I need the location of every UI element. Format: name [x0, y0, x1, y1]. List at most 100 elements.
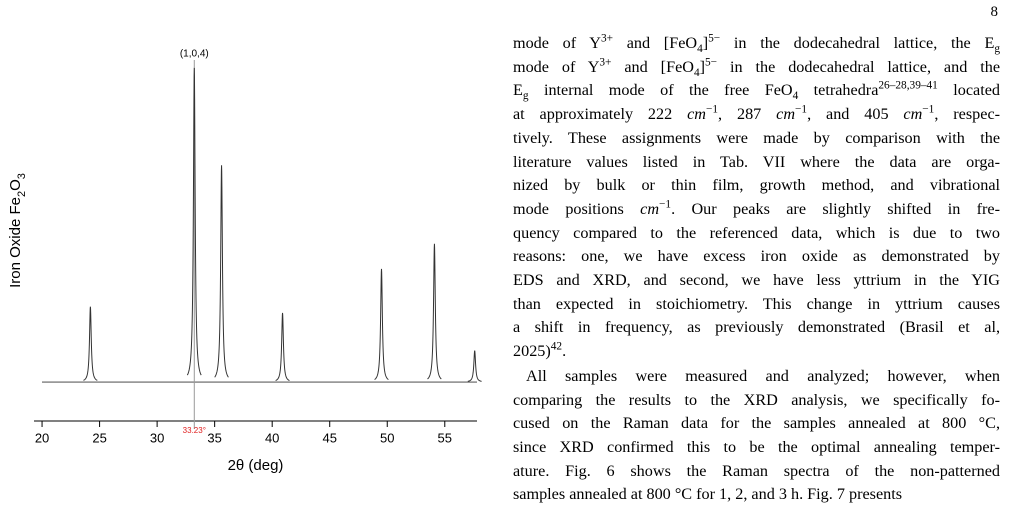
- text-line: mode of Y3+ and [FeO4]5− in the dodecahe…: [513, 56, 1000, 80]
- y-axis-label-part: 3: [16, 173, 28, 179]
- text-run: . Our peaks are slightly shifted in fre-: [671, 199, 1000, 218]
- body-text: mode of Y3+ and [FeO4]5− in the dodecahe…: [513, 32, 1000, 507]
- text-run: reasons: one, we have excess iron oxide …: [513, 247, 1000, 266]
- text-run: ature. Fig. 6 shows the Raman spectra of…: [513, 461, 1000, 480]
- text-run: cm: [903, 105, 923, 124]
- marker-label: 33.23°: [183, 426, 206, 435]
- text-run: 26–28,39–41: [878, 80, 938, 93]
- text-line: a shift in frequency, as previously demo…: [513, 316, 1000, 340]
- paragraph: All samples were measured and analyzed; …: [513, 365, 1000, 507]
- text-run: and [FeO: [611, 57, 694, 76]
- text-run: g: [522, 90, 529, 103]
- y-axis-label-part: 2: [16, 191, 28, 197]
- text-line: quency compared to the referenced data, …: [513, 222, 1000, 246]
- text-run: , 287: [718, 105, 777, 124]
- text-run: since XRD confirmed this to be the optim…: [513, 437, 1000, 456]
- text-run: −1: [705, 103, 719, 116]
- peak-annotation: (1,0,4): [180, 49, 209, 60]
- text-line: reasons: one, we have excess iron oxide …: [513, 245, 1000, 269]
- text-run: 2025): [513, 342, 551, 361]
- text-line: than expected in stoichiometry. This cha…: [513, 293, 1000, 317]
- text-run: 4: [697, 43, 703, 56]
- peak: [275, 312, 290, 381]
- text-line: nized by bulk or thin film, growth metho…: [513, 174, 1000, 198]
- text-line: All samples were measured and analyzed; …: [513, 365, 1000, 389]
- text-run: mode of Y: [513, 34, 601, 52]
- x-tick-label: 40: [265, 430, 279, 445]
- peak: [214, 165, 229, 378]
- text-run: a shift in frequency, as previously demo…: [513, 318, 1000, 337]
- text-run: in the dodecahedral lattice, the E: [720, 34, 995, 52]
- x-tick-label: 50: [380, 430, 394, 445]
- y-axis-label-part: Iron Oxide Fe: [7, 197, 24, 288]
- text-run: E: [513, 81, 523, 100]
- text-run: .: [562, 342, 567, 361]
- x-tick-label: 30: [150, 430, 164, 445]
- text-run: 3+: [599, 56, 612, 69]
- text-run: quency compared to the referenced data, …: [513, 223, 1000, 242]
- text-run: g: [994, 43, 1001, 56]
- text-run: 5−: [705, 56, 718, 69]
- y-axis-label: Iron Oxide Fe2O3: [7, 173, 28, 288]
- text-line: tively. These assignments were made by c…: [513, 127, 1000, 151]
- peak: [427, 243, 442, 380]
- text-run: located: [937, 81, 1000, 100]
- text-run: 5−: [708, 32, 721, 45]
- page-number: 8: [990, 4, 999, 20]
- peak: [83, 306, 98, 381]
- text-run: cm: [776, 105, 796, 124]
- x-tick-label: 55: [438, 430, 452, 445]
- text-run: −1: [922, 103, 935, 116]
- x-tick-label: 45: [322, 430, 336, 445]
- text-run: 4: [792, 90, 799, 103]
- peak: [467, 350, 482, 382]
- text-line: samples annealed at 800 °C for 1, 2, and…: [513, 483, 1000, 507]
- text-run: EDS and XRD, and second, we have less yt…: [513, 271, 1000, 290]
- peak: [374, 268, 389, 380]
- x-axis-label: 2θ (deg): [228, 457, 284, 474]
- text-line: mode positions cm−1. Our peaks are sligh…: [513, 198, 1000, 222]
- text-run: at approximately 222: [513, 105, 688, 124]
- peak: [186, 67, 202, 376]
- text-run: mode of Y: [513, 57, 600, 76]
- text-line: Eg internal mode of the free FeO4 tetrah…: [513, 79, 1000, 103]
- y-axis-label-part: O: [7, 179, 24, 191]
- x-tick-label: 20: [35, 430, 49, 445]
- text-line: literature values listed in Tab. VII whe…: [513, 151, 1000, 175]
- text-run: samples annealed at 800 °C for 1, 2, and…: [513, 485, 903, 504]
- text-run: in the dodecahedral lattice, and the: [717, 57, 1001, 76]
- text-run: literature values listed in Tab. VII whe…: [513, 152, 1000, 171]
- text-run: cm: [640, 199, 660, 218]
- text-line: 2025)42.: [513, 340, 1000, 364]
- text-run: −1: [795, 103, 808, 116]
- text-run: All samples were measured and analyzed; …: [526, 366, 1000, 385]
- paragraph: mode of Y3+ and [FeO4]5− in the dodecahe…: [513, 32, 1000, 364]
- text-run: nized by bulk or thin film, growth metho…: [513, 176, 1000, 195]
- text-run: tetrahedra: [798, 81, 879, 100]
- text-run: ]: [702, 34, 709, 52]
- text-line: comparing the results to the XRD analysi…: [513, 389, 1000, 413]
- text-line: EDS and XRD, and second, we have less yt…: [513, 269, 1000, 293]
- text-run: −1: [659, 198, 672, 211]
- text-run: than expected in stoichiometry. This cha…: [513, 294, 1000, 313]
- text-run: 42: [550, 340, 563, 353]
- text-run: 4: [693, 66, 700, 79]
- text-run: cm: [687, 105, 706, 124]
- text-line: since XRD confirmed this to be the optim…: [513, 436, 1000, 460]
- text-line: at approximately 222 cm−1, 287 cm−1, and…: [513, 103, 1000, 127]
- text-run: mode positions: [513, 199, 641, 218]
- text-line: ature. Fig. 6 shows the Raman spectra of…: [513, 460, 1000, 484]
- text-run: comparing the results to the XRD analysi…: [513, 390, 1000, 409]
- x-tick-label: 25: [92, 430, 106, 445]
- text-run: , respec-: [934, 105, 1001, 124]
- text-run: cused on the Raman data for the samples …: [513, 414, 1000, 433]
- text-run: 3+: [600, 32, 614, 45]
- x-tick-label: 35: [207, 430, 221, 445]
- text-run: and [FeO: [613, 34, 698, 52]
- text-run: ]: [699, 57, 706, 76]
- text-run: , and 405: [807, 105, 904, 124]
- text-run: tively. These assignments were made by c…: [513, 128, 1000, 147]
